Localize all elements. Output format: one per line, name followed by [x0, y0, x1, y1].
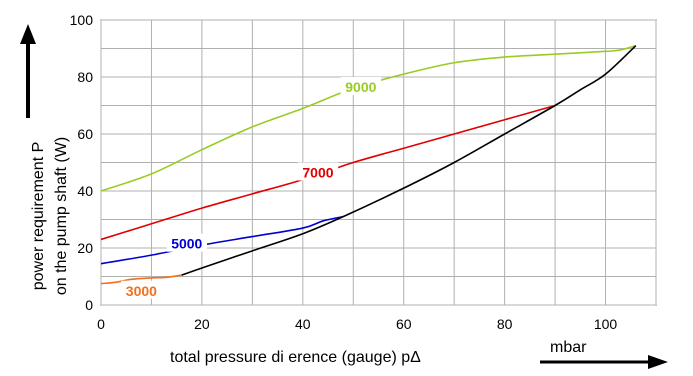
series-line-boundary: [181, 45, 637, 276]
x-axis-label: total pressure di erence (gauge) pΔ mbar: [170, 339, 668, 369]
y-tick-label: 40: [77, 183, 93, 199]
y-tick-labels: 0 20 40 60 80 100: [70, 12, 94, 313]
series-label-bg: [166, 233, 207, 252]
y-tick-label: 60: [77, 126, 93, 142]
grid: [100, 19, 657, 306]
series-label-bg: [121, 280, 162, 299]
series-labels: 3000 5000 7000 9000: [121, 76, 382, 299]
series-label-7000: 7000: [302, 164, 333, 180]
x-tick-label: 40: [295, 316, 311, 332]
x-tick-label: 100: [594, 316, 618, 332]
series-label-5000: 5000: [171, 236, 202, 252]
y-arrow-head: [20, 24, 36, 44]
x-arrow-head: [648, 355, 668, 369]
x-unit: mbar: [550, 339, 587, 356]
series-label-9000: 9000: [345, 79, 376, 95]
series-line-5000: [100, 215, 344, 265]
y-tick-label: 20: [77, 240, 93, 256]
y-tick-label: 80: [77, 69, 93, 85]
series-label-3000: 3000: [126, 283, 157, 299]
x-tick-label: 0: [97, 316, 105, 332]
x-tick-label: 20: [194, 316, 210, 332]
y-label-line2: on the pump shaft (W): [53, 137, 70, 295]
series-label-bg: [340, 76, 382, 95]
x-tick-labels: 0 20 40 60 80 100: [97, 316, 617, 332]
y-tick-label: 0: [85, 297, 93, 313]
x-label: total pressure di erence (gauge) pΔ: [170, 349, 421, 366]
x-tick-label: 60: [396, 316, 412, 332]
x-tick-label: 80: [497, 316, 513, 332]
y-label-line1: power requirement P: [30, 142, 47, 291]
y-tick-label: 100: [70, 12, 94, 28]
series-line-9000: [100, 44, 637, 192]
series-line-3000: [100, 274, 182, 285]
y-axis-label: power requirement P on the pump shaft (W…: [20, 24, 70, 295]
series-label-bg: [297, 162, 339, 181]
